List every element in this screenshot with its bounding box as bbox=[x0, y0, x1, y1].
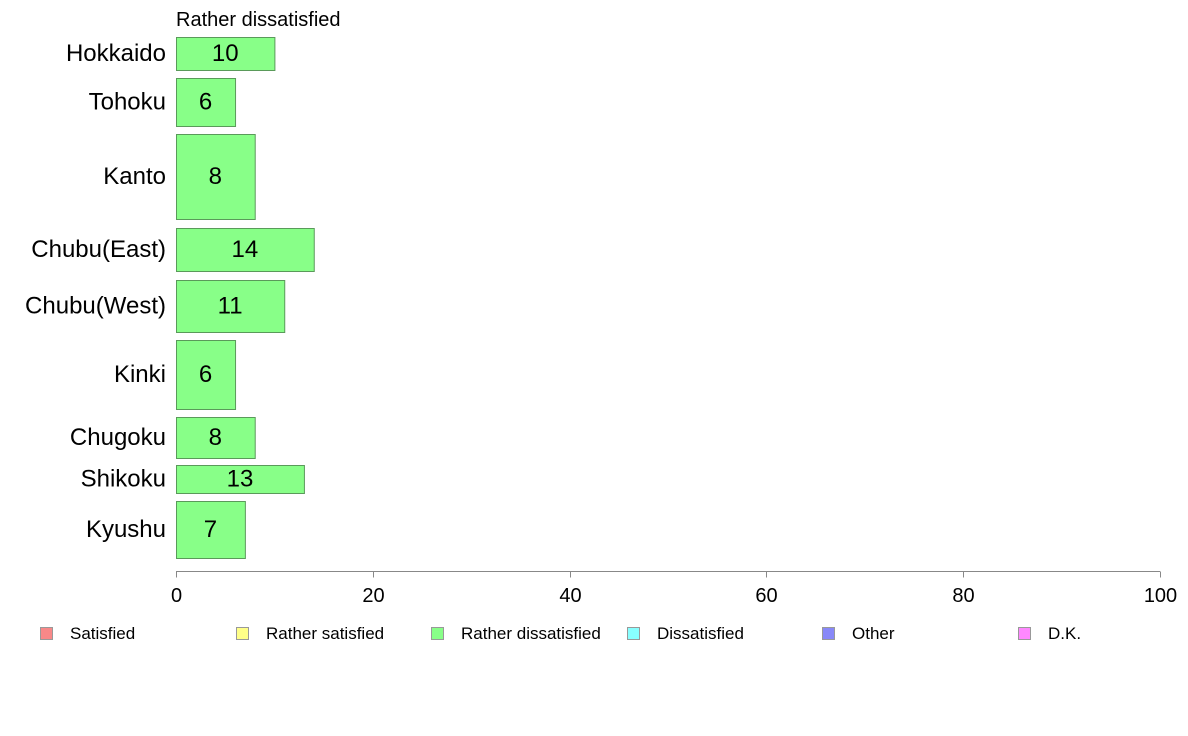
bar-value-label: 13 bbox=[227, 466, 254, 493]
bar-value-label: 10 bbox=[212, 40, 239, 67]
bar bbox=[176, 501, 246, 559]
bar bbox=[176, 340, 237, 410]
legend-label: Satisfied bbox=[70, 624, 135, 643]
x-tick-label: 0 bbox=[171, 585, 182, 607]
bar bbox=[176, 134, 256, 220]
bar-value-label: 7 bbox=[204, 516, 217, 543]
legend-swatch bbox=[431, 627, 444, 640]
legend-swatch bbox=[627, 627, 640, 640]
x-tick-label: 60 bbox=[755, 585, 777, 607]
category-label: Tohoku bbox=[89, 89, 166, 116]
bars-group: Hokkaido 10 Tohoku 6 Kanto 8 Chubu(East) 14 Chub… bbox=[25, 37, 315, 559]
legend-label: Dissatisfied bbox=[657, 624, 744, 643]
x-axis: 0 20 40 60 80 100 bbox=[171, 571, 1177, 607]
bar bbox=[176, 280, 286, 333]
x-tick-label: 40 bbox=[559, 585, 581, 607]
category-label: Hokkaido bbox=[66, 40, 166, 67]
bar bbox=[176, 37, 276, 71]
category-label: Chubu(West) bbox=[25, 293, 166, 320]
x-tick-label: 100 bbox=[1144, 585, 1177, 607]
category-label: Chubu(East) bbox=[31, 236, 166, 263]
bar-value-label: 11 bbox=[218, 293, 243, 320]
category-label: Chugoku bbox=[70, 424, 166, 451]
legend-label: Rather satisfied bbox=[266, 624, 384, 643]
bar-value-label: 8 bbox=[209, 163, 222, 190]
legend-swatch bbox=[236, 627, 249, 640]
category-label: Kinki bbox=[114, 361, 166, 388]
x-tick-label: 20 bbox=[362, 585, 384, 607]
bar bbox=[176, 417, 256, 459]
bar-value-label: 6 bbox=[199, 361, 212, 388]
bar bbox=[176, 228, 315, 272]
bar-value-label: 6 bbox=[199, 89, 212, 116]
legend-swatch bbox=[40, 627, 53, 640]
bar bbox=[176, 78, 237, 127]
chart-title: Rather dissatisfied bbox=[176, 9, 341, 31]
category-label: Kyushu bbox=[86, 516, 166, 543]
legend-label: D.K. bbox=[1048, 624, 1081, 643]
legend-label: Rather dissatisfied bbox=[461, 624, 601, 643]
legend: Satisfied Rather satisfied Rather dissatis… bbox=[40, 624, 1081, 643]
bar-value-label: 14 bbox=[232, 236, 259, 263]
category-label: Kanto bbox=[103, 163, 166, 190]
x-tick-label: 80 bbox=[952, 585, 974, 607]
category-label: Shikoku bbox=[81, 466, 166, 493]
legend-swatch bbox=[822, 627, 835, 640]
bar bbox=[176, 465, 305, 494]
bar-value-label: 8 bbox=[209, 424, 222, 451]
legend-label: Other bbox=[852, 624, 895, 643]
legend-swatch bbox=[1018, 627, 1031, 640]
